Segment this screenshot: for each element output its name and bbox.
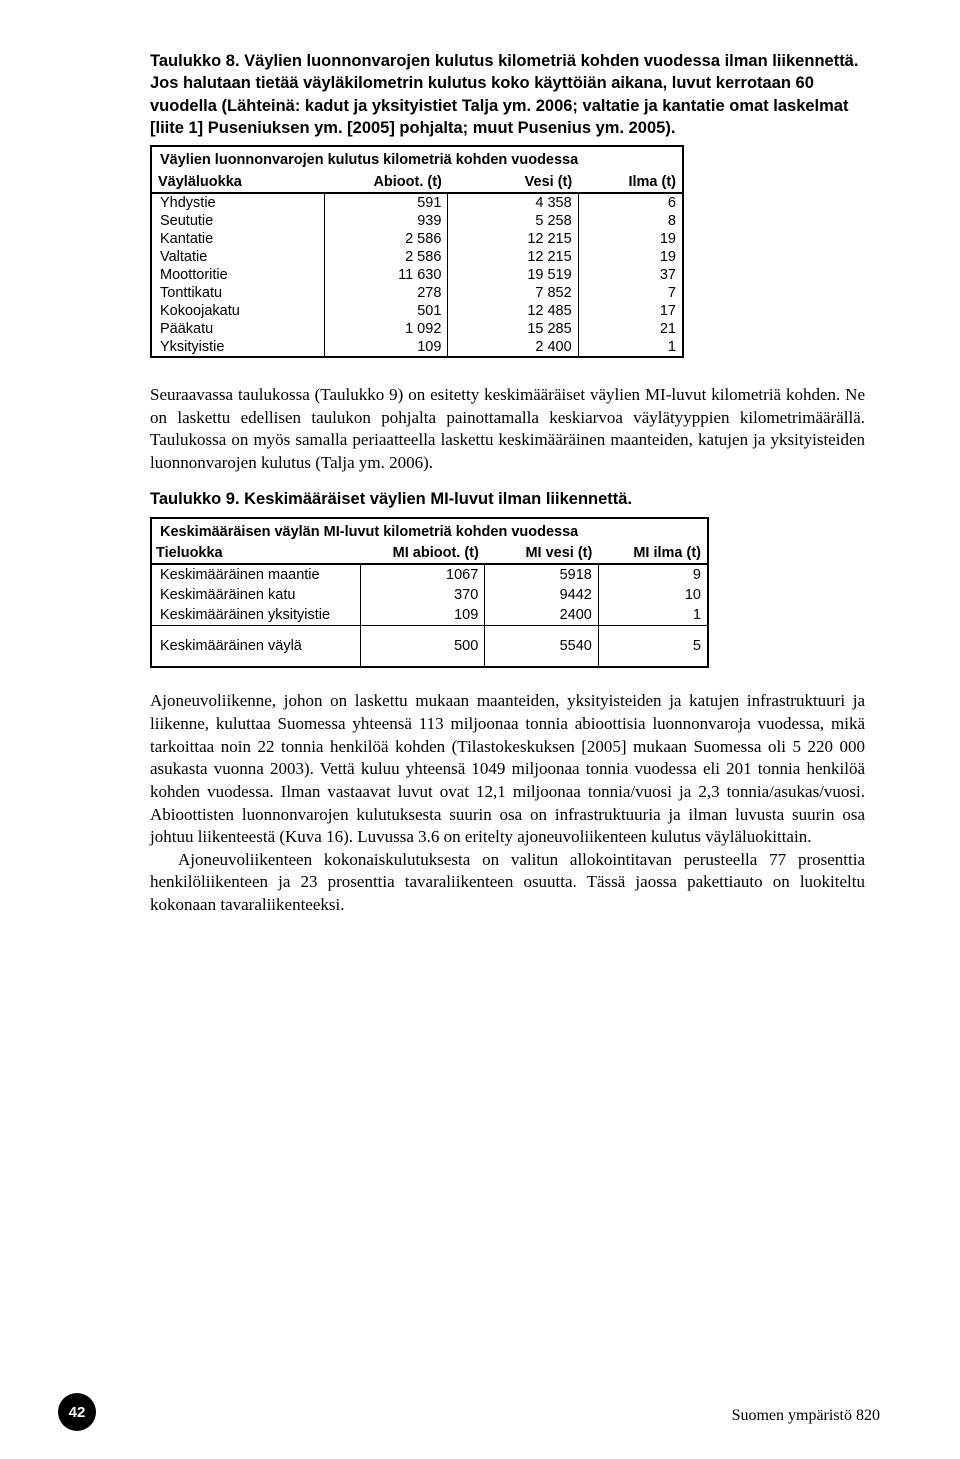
table9-h1: MI abioot. (t) <box>361 541 485 564</box>
cell: 1 <box>598 605 707 626</box>
cell: 1067 <box>361 564 485 585</box>
cell: Seututie <box>152 212 324 230</box>
cell: 37 <box>578 266 682 284</box>
cell: Keskimääräinen katu <box>152 585 361 605</box>
table-row: Valtatie2 58612 21519 <box>152 248 682 266</box>
table-row: Keskimääräinen katu370944210 <box>152 585 707 605</box>
table9-title: Keskimääräisen väylän MI-luvut kilometri… <box>160 524 578 540</box>
cell: Keskimääräinen maantie <box>152 564 361 585</box>
cell: 8 <box>578 212 682 230</box>
table-row: Keskimääräinen maantie106759189 <box>152 564 707 585</box>
cell: 109 <box>361 605 485 626</box>
cell: 9442 <box>485 585 599 605</box>
table8-h1: Abioot. (t) <box>324 170 448 193</box>
table8-h0: Väyläluokka <box>152 170 324 193</box>
table9: Keskimääräisen väylän MI-luvut kilometri… <box>150 517 709 669</box>
cell: 12 215 <box>448 230 578 248</box>
cell: 19 <box>578 230 682 248</box>
table9-h2: MI vesi (t) <box>485 541 599 564</box>
table9-sum-3: 5 <box>598 636 707 656</box>
table-row: Seututie9395 2588 <box>152 212 682 230</box>
table9-sum-1: 500 <box>361 636 485 656</box>
table9-sum-2: 5540 <box>485 636 599 656</box>
table8: Väylien luonnonvarojen kulutus kilometri… <box>150 145 684 358</box>
cell: 7 852 <box>448 284 578 302</box>
cell: Kantatie <box>152 230 324 248</box>
cell: Pääkatu <box>152 320 324 338</box>
table-row: Yhdystie5914 3586 <box>152 193 682 212</box>
cell: 4 358 <box>448 193 578 212</box>
footer-dots: . . . . . . . . . . . . . . . . . . . . … <box>106 1411 806 1421</box>
table8-h3: Ilma (t) <box>578 170 682 193</box>
cell: 19 <box>578 248 682 266</box>
paragraph-2: Ajoneuvoliikenne, johon on laskettu muka… <box>150 690 865 916</box>
cell: 1 <box>578 338 682 356</box>
cell: Keskimääräinen yksityistie <box>152 605 361 626</box>
cell: 2 400 <box>448 338 578 356</box>
cell: 6 <box>578 193 682 212</box>
table8-caption: Taulukko 8. Väylien luonnonvarojen kulut… <box>150 50 865 139</box>
table-row: Tonttikatu2787 8527 <box>152 284 682 302</box>
page-number: 42 <box>58 1393 96 1431</box>
cell: 21 <box>578 320 682 338</box>
cell: 19 519 <box>448 266 578 284</box>
cell: 17 <box>578 302 682 320</box>
cell: 12 215 <box>448 248 578 266</box>
table8-title: Väylien luonnonvarojen kulutus kilometri… <box>160 152 578 168</box>
cell: 7 <box>578 284 682 302</box>
cell: 2400 <box>485 605 599 626</box>
cell: 370 <box>361 585 485 605</box>
cell: 939 <box>324 212 448 230</box>
cell: Yhdystie <box>152 193 324 212</box>
cell: Kokoojakatu <box>152 302 324 320</box>
cell: Valtatie <box>152 248 324 266</box>
paragraph-1: Seuraavassa taulukossa (Taulukko 9) on e… <box>150 384 865 474</box>
cell: 11 630 <box>324 266 448 284</box>
cell: Moottoritie <box>152 266 324 284</box>
table-row: Moottoritie11 63019 51937 <box>152 266 682 284</box>
table9-h0: Tieluokka <box>152 541 361 564</box>
table-row: Pääkatu1 09215 28521 <box>152 320 682 338</box>
cell: Yksityistie <box>152 338 324 356</box>
table-row: Keskimääräinen yksityistie10924001 <box>152 605 707 626</box>
cell: 12 485 <box>448 302 578 320</box>
cell: 501 <box>324 302 448 320</box>
cell: 9 <box>598 564 707 585</box>
table-row: Kantatie2 58612 21519 <box>152 230 682 248</box>
table-row: Kokoojakatu50112 48517 <box>152 302 682 320</box>
cell: 5918 <box>485 564 599 585</box>
cell: 2 586 <box>324 230 448 248</box>
cell: 278 <box>324 284 448 302</box>
table-row: Yksityistie1092 4001 <box>152 338 682 356</box>
cell: 15 285 <box>448 320 578 338</box>
cell: Tonttikatu <box>152 284 324 302</box>
publication-name: Suomen ympäristö 820 <box>732 1407 880 1425</box>
table9-sum-label: Keskimääräinen väylä <box>152 636 361 656</box>
cell: 1 092 <box>324 320 448 338</box>
cell: 109 <box>324 338 448 356</box>
table9-h3: MI ilma (t) <box>598 541 707 564</box>
cell: 2 586 <box>324 248 448 266</box>
cell: 5 258 <box>448 212 578 230</box>
table9-caption: Taulukko 9. Keskimääräiset väylien MI-lu… <box>150 488 865 510</box>
table8-h2: Vesi (t) <box>448 170 578 193</box>
cell: 591 <box>324 193 448 212</box>
cell: 10 <box>598 585 707 605</box>
